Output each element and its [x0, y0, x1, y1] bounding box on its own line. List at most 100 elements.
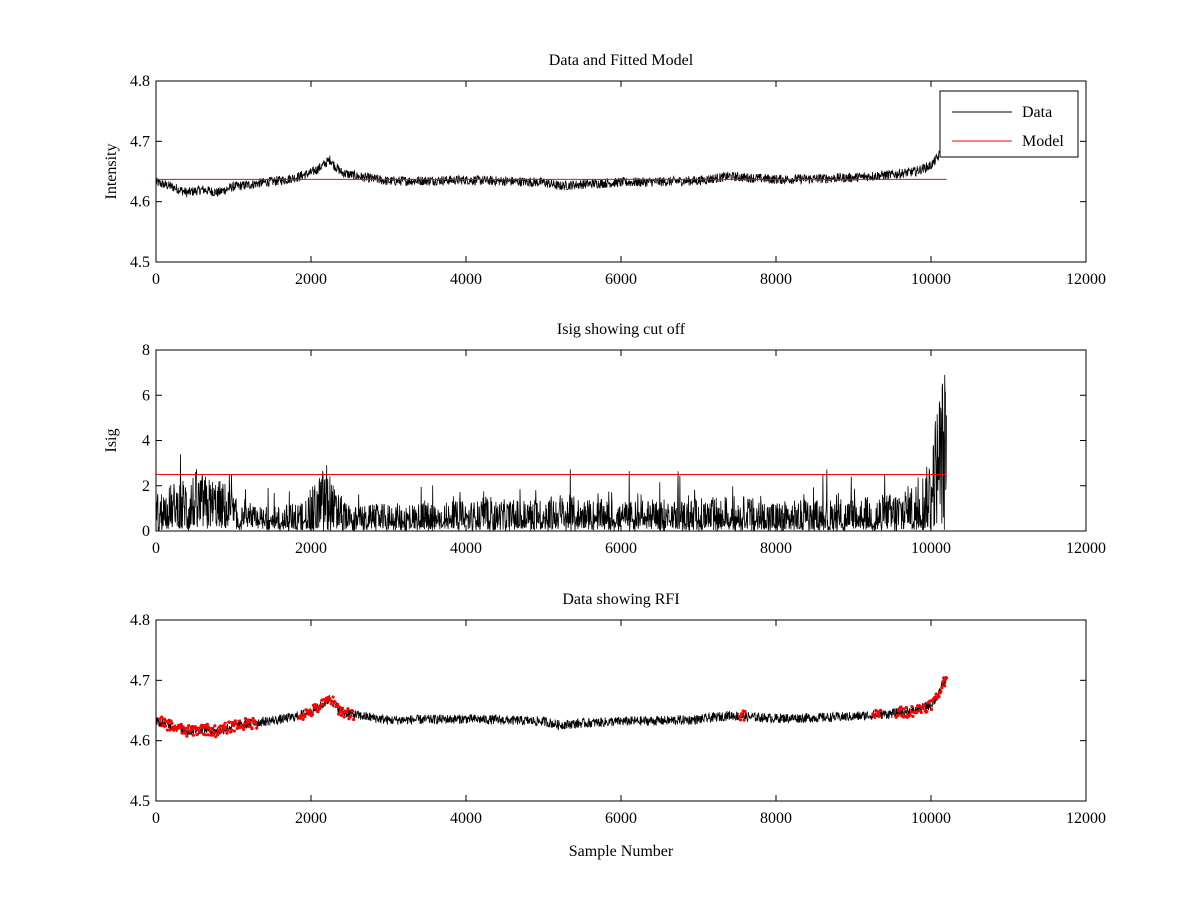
- rfi-point: [185, 734, 189, 738]
- rfi-point: [183, 726, 187, 731]
- y-tick-label: 4.5: [130, 793, 150, 810]
- chart-title: Isig showing cut off: [557, 321, 686, 338]
- rfi-point: [909, 710, 913, 714]
- subplot-1: 0 2000 4000 6000 8000 10000 12000 4.5 4.6 4.7 4.8 D…: [103, 52, 1106, 288]
- rfi-point: [738, 718, 743, 722]
- rfi-point: [309, 709, 313, 714]
- x-tick-label: 10000: [911, 540, 951, 557]
- x-tick-label: 2000: [295, 810, 327, 827]
- y-tick-label: 4.6: [130, 733, 150, 750]
- x-tick-label: 2000: [295, 271, 327, 288]
- rfi-point: [919, 710, 923, 715]
- rfi-point: [205, 722, 209, 726]
- rfi-point: [230, 728, 234, 732]
- rfi-point: [204, 725, 209, 729]
- x-tick-label: 10000: [911, 810, 951, 827]
- rfi-point: [162, 717, 167, 721]
- y-axis-label: Intensity: [103, 144, 120, 200]
- rfi-point: [242, 727, 246, 731]
- rfi-point: [195, 733, 199, 737]
- rfi-point: [352, 717, 356, 722]
- rfi-point: [248, 720, 252, 724]
- rfi-point: [345, 710, 349, 714]
- rfi-point: [201, 726, 205, 730]
- rfi-point: [314, 704, 318, 709]
- rfi-point: [943, 684, 947, 688]
- rfi-point: [179, 722, 183, 726]
- rfi-point: [198, 730, 202, 735]
- rfi-point: [178, 726, 182, 730]
- rfi-point: [172, 728, 176, 732]
- rfi-point: [336, 702, 340, 706]
- y-tick-label: 4.8: [130, 612, 150, 629]
- rfi-point: [740, 713, 744, 717]
- rfi-point: [910, 704, 914, 709]
- legend-label: Model: [1022, 133, 1064, 150]
- y-tick-label: 4.6: [130, 194, 150, 211]
- x-tick-label: 8000: [760, 810, 792, 827]
- x-tick-label: 4000: [450, 810, 482, 827]
- rfi-point: [234, 722, 238, 726]
- rfi-point: [937, 695, 941, 699]
- rfi-point: [318, 707, 322, 711]
- rfi-point: [213, 724, 217, 728]
- y-tick-label: 4.7: [130, 672, 150, 689]
- rfi-point: [216, 728, 221, 733]
- y-tick-label: 0: [142, 523, 150, 540]
- legend-box: [939, 90, 1079, 158]
- legend: Data Model: [939, 90, 1079, 158]
- rfi-point: [159, 720, 163, 724]
- rfi-point: [216, 733, 220, 737]
- x-axis-label: Sample Number: [569, 843, 674, 860]
- chart-title: Data showing RFI: [562, 591, 679, 608]
- legend-label: Data: [1022, 104, 1052, 121]
- rfi-point: [339, 713, 344, 718]
- y-tick-label: 4.8: [130, 73, 150, 90]
- rfi-point: [165, 728, 169, 732]
- rfi-point: [210, 726, 214, 731]
- rfi-point: [160, 715, 164, 719]
- rfi-point: [922, 703, 926, 707]
- rfi-point: [233, 719, 237, 723]
- rfi-point: [337, 705, 342, 709]
- y-tick-label: 6: [142, 387, 150, 404]
- rfi-point: [346, 707, 350, 711]
- y-tick-label: 8: [142, 342, 150, 359]
- rfi-point: [206, 733, 210, 737]
- subplot-3: 0 2000 4000 6000 8000 10000 12000 4.5 4.6 4.7 4.8 D…: [130, 591, 1106, 860]
- y-tick-label: 2: [142, 478, 150, 495]
- y-axis-label: Isig: [103, 429, 120, 453]
- rfi-point: [224, 725, 228, 729]
- rfi-point: [879, 708, 883, 712]
- chart-title: Data and Fitted Model: [549, 52, 694, 69]
- x-tick-label: 8000: [760, 540, 792, 557]
- rfi-point: [191, 733, 196, 737]
- rfi-point: [939, 689, 943, 694]
- rfi-point: [221, 724, 225, 728]
- rfi-point: [168, 728, 172, 732]
- rfi-point: [915, 710, 919, 714]
- rfi-point: [226, 728, 230, 732]
- subplot-2: 0 2000 4000 6000 8000 10000 12000 0 2 4 6 8 Isig sho…: [103, 321, 1106, 557]
- x-tick-label: 12000: [1066, 540, 1106, 557]
- y-tick-label: 4: [142, 433, 150, 450]
- rfi-point: [184, 729, 188, 733]
- rfi-point: [208, 729, 212, 734]
- rfi-point: [941, 680, 945, 684]
- rfi-point: [187, 724, 191, 728]
- rfi-point: [243, 717, 248, 721]
- rfi-point: [212, 730, 216, 734]
- rfi-point: [228, 720, 232, 724]
- rfi-point: [929, 707, 934, 712]
- rfi-point: [250, 727, 254, 731]
- rfi-point: [232, 729, 236, 733]
- rfi-point: [245, 721, 250, 725]
- rfi-point: [940, 686, 944, 690]
- x-tick-label: 4000: [450, 540, 482, 557]
- rfi-point: [298, 716, 302, 720]
- rfi-point: [237, 719, 241, 723]
- rfi-point: [351, 709, 355, 713]
- rfi-point: [934, 692, 938, 696]
- rfi-point: [737, 715, 742, 719]
